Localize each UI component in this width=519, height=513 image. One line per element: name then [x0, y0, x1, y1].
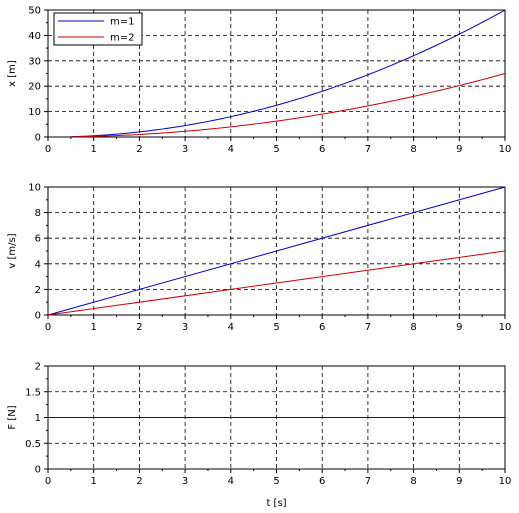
x-tick-label: 9 [456, 144, 462, 155]
y-tick-label: 0.5 [25, 439, 41, 450]
legend-box [53, 12, 143, 46]
x-tick-label: 7 [365, 144, 371, 155]
x-tick-label: 4 [228, 476, 234, 487]
x-tick-label: 5 [273, 144, 279, 155]
y-tick-label: 1.5 [25, 387, 41, 398]
x-tick-label: 7 [365, 322, 371, 333]
x-tick-label: 2 [136, 144, 142, 155]
y-tick-label: 30 [28, 56, 41, 67]
x-tick-label: 8 [410, 322, 416, 333]
x-tick-label: 2 [136, 322, 142, 333]
panel-2: 0 1 2 3 4 5 6 7 8 9 10 0 2 4 6 8 10 v [m/s] [7, 183, 511, 334]
x-tick-label: 0 [45, 322, 51, 333]
x-tick-label: 9 [456, 476, 462, 487]
y-tick-label: 2 [35, 362, 41, 373]
y-tick-label: 0 [35, 133, 41, 144]
x-tick-label: 1 [91, 322, 97, 333]
x-tick-label: 9 [456, 322, 462, 333]
x-tick-label: 2 [136, 476, 142, 487]
y-tick-label: 1 [35, 413, 41, 424]
x-tick-label: 3 [182, 322, 188, 333]
y-tick-label: 20 [28, 82, 41, 93]
legend-label-2: m=2 [110, 33, 134, 44]
y-tick-label: 2 [35, 285, 41, 296]
x-tick-label: 5 [273, 476, 279, 487]
y-tick-label: 8 [35, 208, 41, 219]
y-tick-label: 10 [28, 183, 41, 194]
y-axis-label: F [N] [7, 405, 18, 429]
x-tick-label: 0 [45, 144, 51, 155]
y-tick-label: 50 [28, 6, 41, 17]
x-tick-label: 10 [499, 476, 512, 487]
y-tick-label: 0 [35, 465, 41, 476]
x-tick-label: 4 [228, 144, 234, 155]
y-tick-label: 6 [35, 234, 41, 245]
series-line-2 [70, 73, 506, 138]
x-tick-label: 0 [45, 476, 51, 487]
y-axis-label: x [m] [7, 60, 18, 87]
legend: m=1m=2 [53, 12, 143, 46]
y-axis-label: v [m/s] [7, 233, 18, 268]
x-tick-label: 10 [499, 144, 512, 155]
y-tick-label: 0 [35, 311, 41, 322]
x-tick-label: 6 [319, 322, 325, 333]
x-tick-label: 6 [319, 144, 325, 155]
x-tick-label: 3 [182, 144, 188, 155]
y-tick-label: 4 [35, 259, 41, 270]
x-tick-label: 4 [228, 322, 234, 333]
series-line-1 [70, 9, 506, 138]
series-line-1 [47, 186, 506, 316]
x-tick-label: 7 [365, 476, 371, 487]
x-tick-label: 3 [182, 476, 188, 487]
x-tick-label: 10 [499, 322, 512, 333]
y-tick-label: 40 [28, 31, 41, 42]
y-tick-label: 10 [28, 107, 41, 118]
x-tick-label: 8 [410, 144, 416, 155]
x-tick-label: 1 [91, 476, 97, 487]
x-tick-label: 6 [319, 476, 325, 487]
x-axis-label: t [s] [266, 498, 286, 509]
x-tick-label: 5 [273, 322, 279, 333]
series-line-2 [47, 250, 506, 316]
x-tick-label: 8 [410, 476, 416, 487]
x-tick-label: 1 [91, 144, 97, 155]
panel-3: 0 1 2 3 4 5 6 7 8 9 10 0 0.5 1 1.5 2 F [N] t [s] [7, 362, 511, 510]
legend-label-1: m=1 [110, 17, 134, 28]
